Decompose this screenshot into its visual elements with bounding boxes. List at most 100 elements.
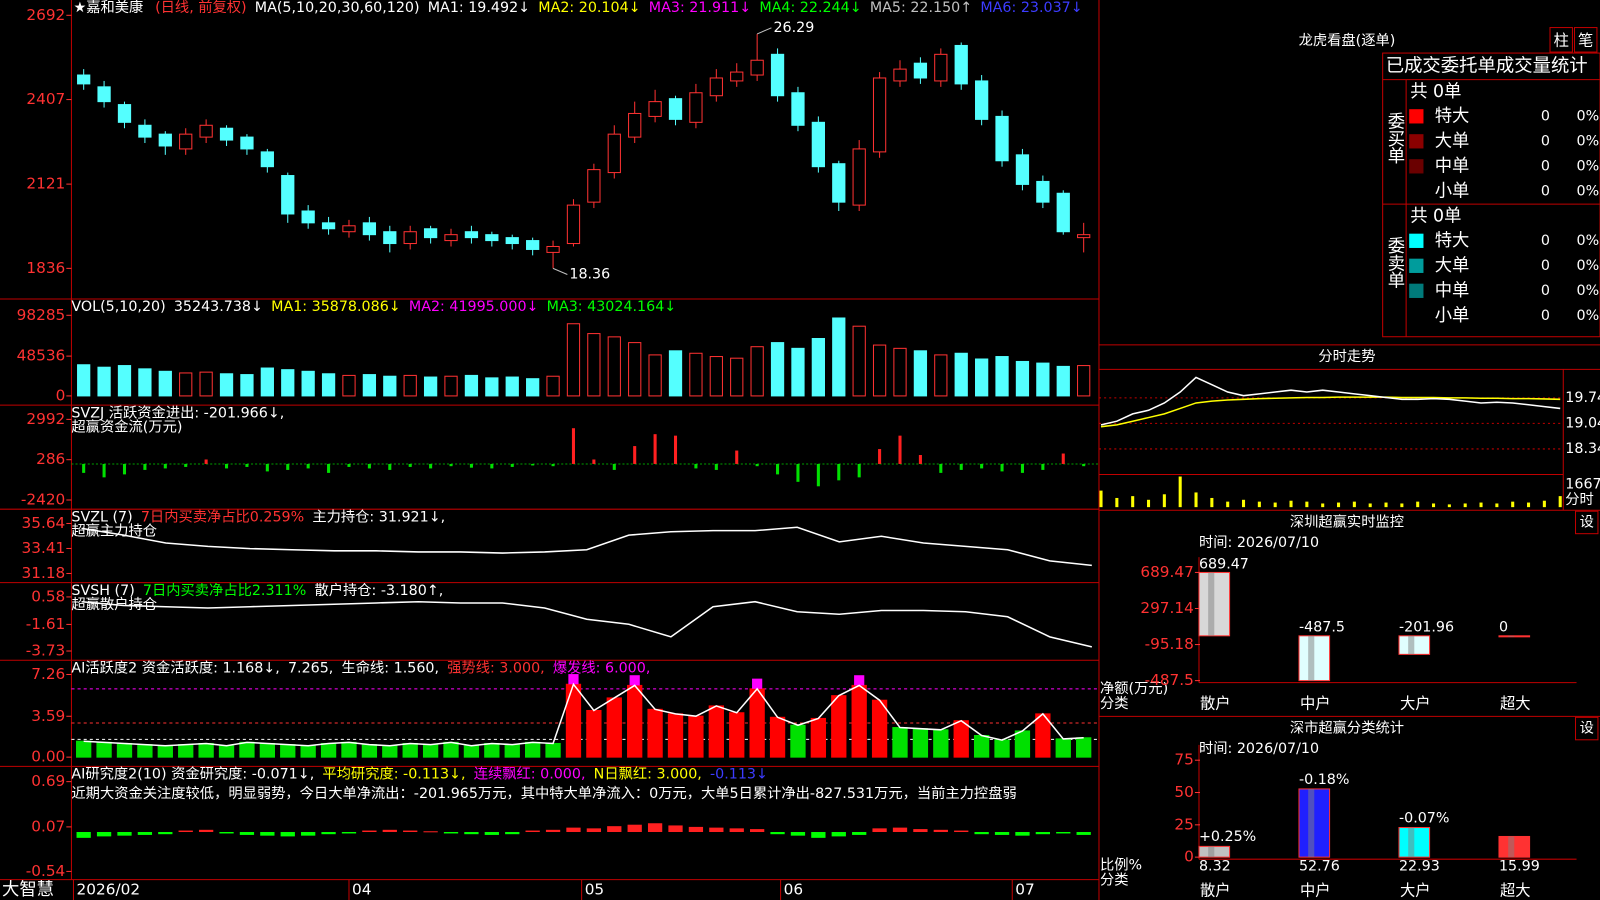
header-item: SVZJ 活跃资金进出: -201.966↓, — [71, 404, 284, 421]
bar-shade — [1208, 572, 1215, 636]
flow-bar — [571, 428, 575, 464]
activity-bar — [137, 744, 153, 758]
row-pct: 0% — [1577, 158, 1600, 174]
volume-bar — [485, 377, 499, 397]
candle-body — [281, 175, 295, 215]
volume-bar — [1077, 365, 1091, 397]
button-label[interactable]: 设 — [1580, 720, 1594, 737]
header-item: VOL(5,10,20) — [71, 299, 165, 315]
button[interactable] — [1549, 27, 1573, 53]
y-tick-label: 50 — [1174, 783, 1193, 801]
value-label: 0 — [1499, 620, 1508, 636]
research-bar — [688, 826, 704, 833]
change-label: -0.07% — [1399, 810, 1449, 826]
flow-bar — [837, 463, 841, 481]
button[interactable] — [1573, 27, 1598, 53]
activity-bar — [239, 741, 255, 758]
activity-bar — [790, 724, 806, 758]
activity-bar — [749, 688, 765, 758]
row-name: 大单 — [1435, 256, 1470, 276]
y-tick-label: -3.73 — [26, 642, 66, 660]
intraday-volume-bar — [1495, 503, 1499, 508]
candle-body — [852, 148, 866, 206]
average-line — [1100, 396, 1561, 428]
button-label[interactable]: 柱 — [1554, 31, 1569, 49]
header-item: 7日内买卖净占比2.311% — [143, 582, 306, 599]
price-annotation: 26.29 — [773, 20, 814, 36]
y-tick-label: 0.00 — [31, 748, 65, 766]
activity-bar — [76, 740, 92, 758]
activity-bar — [198, 742, 214, 758]
research-bar — [525, 830, 540, 833]
candle-body — [1056, 192, 1070, 233]
candle-body — [648, 101, 662, 117]
research-bar — [198, 829, 214, 833]
research-bar — [158, 832, 173, 835]
y-tick-label: -1.61 — [26, 615, 66, 633]
candle-body — [791, 92, 805, 126]
row-name: 小单 — [1435, 181, 1470, 201]
volume-bar — [464, 374, 479, 397]
research-bar — [892, 827, 908, 833]
button-label[interactable]: 笔 — [1578, 31, 1593, 49]
flow-bar — [429, 463, 433, 469]
activity-bar — [973, 735, 990, 758]
activity-bar — [382, 745, 398, 758]
volume-bar — [689, 352, 703, 397]
row-name: 特大 — [1435, 231, 1470, 251]
header-item: MA4: 22.244↓ — [759, 0, 861, 16]
flow-bar — [225, 463, 229, 469]
header-item: 生命线: 1.560, — [342, 658, 440, 676]
candle-body — [811, 121, 825, 168]
row-qty: 0 — [1541, 133, 1550, 149]
candle-body — [546, 245, 560, 253]
color-swatch — [1409, 134, 1424, 149]
intraday-volume-bar — [1178, 476, 1182, 508]
y-tick-label: 31.18 — [22, 564, 66, 582]
activity-bar — [810, 717, 827, 758]
candle-body — [240, 136, 254, 150]
y-tick-label: -487.5 — [1145, 671, 1194, 689]
activity-bar — [280, 744, 296, 758]
button-label[interactable]: 设 — [1580, 513, 1594, 530]
header-item: N日飘红: 3.000, — [594, 765, 702, 782]
header-item: MA2: 20.104↓ — [538, 0, 640, 16]
header-item: AI活跃度2 资金活跃度: 1.168↓, — [71, 659, 279, 676]
value-label: 52.76 — [1299, 858, 1340, 874]
research-bar — [1076, 832, 1091, 835]
research-bar — [627, 824, 642, 833]
research-bar — [994, 832, 1010, 835]
annotation-arrow — [756, 27, 772, 35]
candle-body — [995, 115, 1009, 162]
y-tick-label: 0 — [56, 386, 66, 404]
button[interactable] — [1575, 510, 1599, 535]
panel-title: 深圳超赢实时监控 — [1290, 513, 1404, 530]
volume-label: 分时 — [1565, 491, 1594, 508]
flow-bar — [776, 463, 780, 475]
button[interactable] — [1575, 716, 1599, 741]
holding-line — [81, 600, 1093, 648]
value-label: 689.47 — [1199, 556, 1249, 572]
y-tick-label: 2407 — [26, 90, 65, 108]
research-bar — [219, 832, 234, 834]
y-tick-label: 75 — [1174, 751, 1193, 769]
candle-body — [1036, 180, 1050, 203]
activity-bar — [565, 683, 582, 758]
research-bar — [790, 832, 806, 836]
research-bar — [933, 829, 948, 833]
volume-bar — [546, 375, 560, 397]
candle-body — [526, 240, 540, 250]
row-pct: 0% — [1577, 258, 1600, 274]
volume-bar — [791, 347, 805, 397]
intraday-volume-bar — [1432, 503, 1436, 508]
flow-bar — [388, 463, 392, 470]
activity-bar — [361, 744, 378, 758]
candle-body — [628, 112, 642, 138]
candle-body — [709, 77, 723, 97]
research-bar — [76, 832, 91, 838]
research-bar — [403, 830, 418, 833]
y-tick-label: 33.41 — [22, 539, 66, 557]
research-bar — [852, 832, 867, 835]
header-item: MA1: 19.492↓ — [428, 0, 530, 16]
